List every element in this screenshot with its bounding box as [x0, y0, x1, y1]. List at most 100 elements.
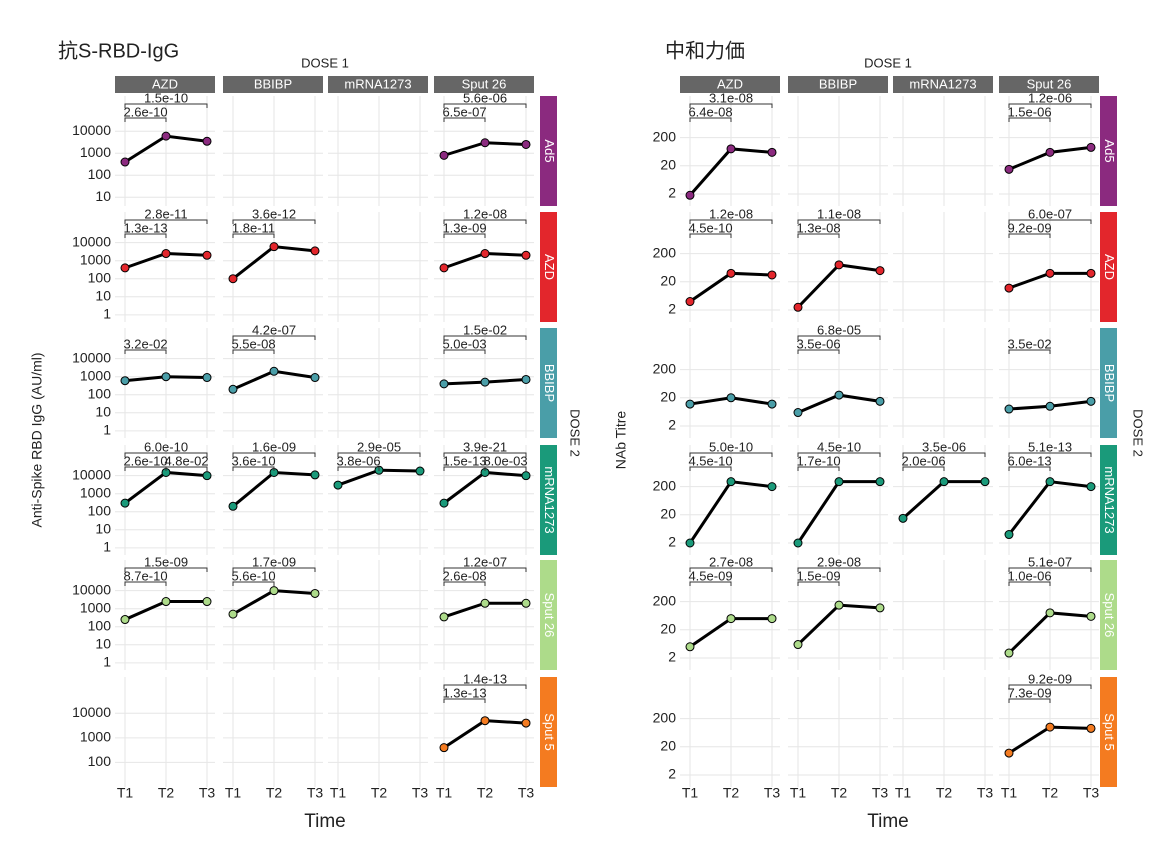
- panel: 4.2e-075.5e-08: [223, 322, 323, 438]
- p-value: 6.0e-13: [1007, 453, 1051, 468]
- p-value: 9.2e-09: [1007, 220, 1051, 235]
- column-strip-label: mRNA1273: [909, 76, 976, 91]
- comparison-bracket: [124, 219, 208, 224]
- p-value: 1.5e-10: [144, 90, 188, 105]
- median-point: [980, 477, 990, 487]
- median-point: [521, 471, 531, 481]
- chart-title: 中和力価: [665, 39, 745, 62]
- x-tick-label: T1: [330, 785, 347, 801]
- comparison-bracket: [797, 466, 840, 471]
- y-tick-label: 1: [103, 654, 111, 670]
- median-point: [269, 586, 279, 596]
- column-strip: [680, 76, 780, 93]
- median-point: [939, 477, 949, 487]
- comparison-bracket: [165, 466, 208, 471]
- median-point: [120, 157, 130, 167]
- median-point: [1045, 268, 1055, 278]
- comparison-bracket: [443, 349, 486, 354]
- p-value: 4.5e-10: [688, 453, 732, 468]
- y-tick-label: 2: [668, 417, 676, 433]
- x-tick-label: T3: [1083, 785, 1100, 801]
- comparison-bracket: [232, 219, 316, 224]
- comparison-bracket: [797, 567, 881, 572]
- row-strip: [1100, 96, 1117, 206]
- y-tick-label: 2: [668, 534, 676, 550]
- median-point: [685, 399, 695, 409]
- x-axis-label: Time: [867, 811, 909, 832]
- p-value: 5.6e-06: [463, 90, 507, 105]
- col-facet-title: DOSE 1: [301, 55, 349, 70]
- row-facet-title: DOSE 2: [568, 409, 583, 457]
- x-tick-label: T3: [764, 785, 781, 801]
- y-tick-label: 1: [103, 422, 111, 438]
- y-tick-label: 1: [103, 539, 111, 555]
- column-strip: [328, 76, 428, 93]
- p-value: 1.5e-02: [463, 322, 507, 337]
- median-point: [1004, 748, 1014, 758]
- panel: 3.5e-02: [999, 328, 1099, 438]
- p-value: 1.0e-06: [1007, 568, 1051, 583]
- panel: [223, 677, 323, 787]
- p-value: 5.6e-10: [231, 568, 275, 583]
- panel: [893, 96, 993, 206]
- row-strip: [540, 328, 557, 438]
- column-strip-label: BBIBP: [254, 76, 292, 91]
- median-point: [439, 743, 449, 753]
- panel: 1.5e-102.6e-10: [115, 90, 215, 206]
- panel: 9.2e-097.3e-09: [999, 671, 1099, 787]
- p-value: 1.7e-10: [796, 453, 840, 468]
- p-value: 2.6e-08: [442, 568, 486, 583]
- comparison-bracket: [443, 103, 527, 108]
- p-value: 1.2e-08: [463, 206, 507, 221]
- median-point: [269, 242, 279, 252]
- y-tick-label: 200: [653, 244, 677, 260]
- comparison-bracket: [1008, 452, 1092, 457]
- p-value: 1.8e-11: [232, 220, 275, 235]
- column-strip: [893, 76, 993, 93]
- p-value: 6.8e-05: [817, 322, 861, 337]
- median-point: [726, 144, 736, 154]
- p-value: 3.5e-02: [1007, 336, 1051, 351]
- comparison-bracket: [797, 219, 881, 224]
- row-strip: [540, 560, 557, 670]
- y-tick-label: 100: [88, 269, 112, 285]
- comparison-bracket: [232, 581, 275, 586]
- row-strip: [1100, 445, 1117, 555]
- median-point: [202, 136, 212, 146]
- comparison-bracket: [443, 335, 527, 340]
- comparison-bracket: [797, 335, 881, 340]
- p-value: 2.6e-10: [123, 104, 167, 119]
- panel: 1.5e-098.7e-10: [115, 554, 215, 670]
- p-value: 5.1e-13: [1028, 439, 1072, 454]
- comparison-bracket: [124, 233, 167, 238]
- y-tick-label: 2: [668, 301, 676, 317]
- median-point: [310, 470, 320, 480]
- p-value: 2.6e-10: [123, 453, 167, 468]
- p-value: 4.5e-10: [817, 439, 861, 454]
- median-point: [1045, 477, 1055, 487]
- p-value: 2.8e-11: [144, 206, 187, 221]
- row-strip: [1100, 560, 1117, 670]
- median-point: [834, 390, 844, 400]
- p-value: 1.7e-09: [252, 554, 296, 569]
- column-strip: [999, 76, 1099, 93]
- x-tick-label: T2: [371, 785, 388, 801]
- comparison-bracket: [443, 684, 527, 689]
- median-point: [439, 498, 449, 508]
- p-value: 9.2e-09: [1028, 671, 1072, 686]
- comparison-bracket: [689, 452, 773, 457]
- panel: [893, 560, 993, 670]
- comparison-bracket: [337, 452, 421, 457]
- median-point: [1086, 611, 1096, 621]
- x-tick-label: T1: [225, 785, 242, 801]
- p-value: 3.5e-06: [922, 439, 966, 454]
- p-value: 6.5e-07: [442, 104, 486, 119]
- y-tick-label: 10000: [72, 233, 111, 249]
- comparison-bracket: [443, 698, 486, 703]
- column-strip-label: BBIBP: [819, 76, 857, 91]
- x-tick-label: T2: [266, 785, 283, 801]
- median-point: [269, 366, 279, 376]
- median-point: [1086, 268, 1096, 278]
- comparison-bracket: [689, 219, 773, 224]
- panel: 3.1e-086.4e-08: [680, 90, 780, 206]
